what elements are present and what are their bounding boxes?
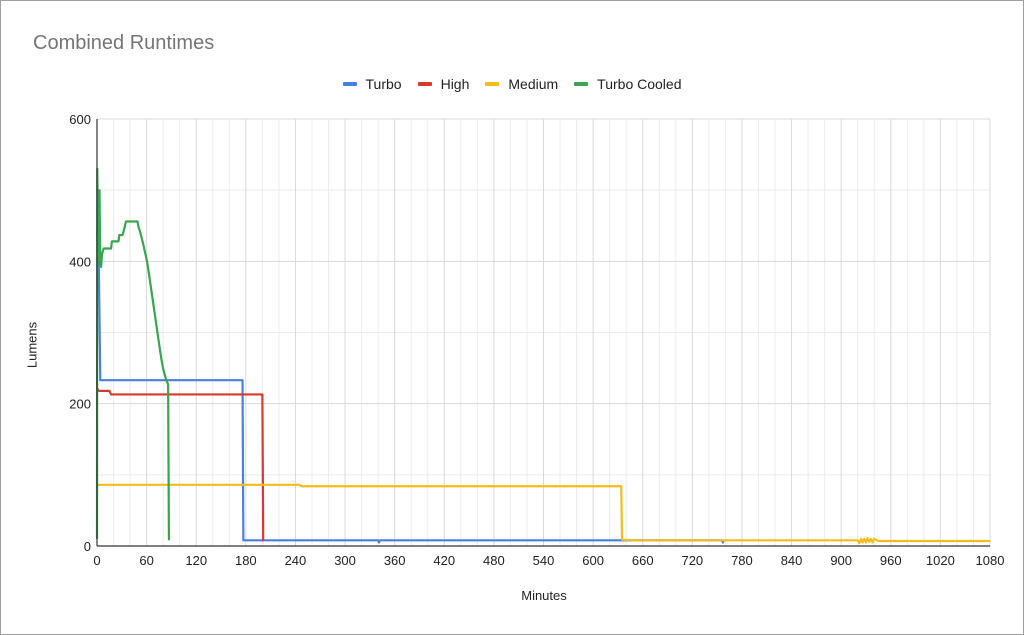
x-tick-label: 0 (93, 553, 100, 568)
x-tick-label: 420 (433, 553, 455, 568)
axes (96, 119, 990, 547)
x-tick-label: 960 (880, 553, 902, 568)
legend-item-high[interactable]: High (417, 76, 470, 92)
major-gridlines (97, 118, 991, 546)
y-tick-label: 0 (84, 539, 91, 554)
x-tick-label: 120 (185, 553, 207, 568)
series-line-medium (97, 483, 990, 545)
legend-swatch-turbo (342, 82, 357, 86)
y-tick-label: 200 (69, 397, 91, 412)
x-tick-label: 180 (235, 553, 257, 568)
tick-labels: 0 60 120 180 240 300 360 420 480 540 600 660 720 780 8… (69, 112, 1004, 568)
series-line-high (96, 387, 265, 542)
x-tick-label: 600 (582, 553, 604, 568)
x-tick-label: 360 (384, 553, 406, 568)
series-lines (95, 167, 990, 545)
x-tick-label: 1020 (926, 553, 955, 568)
legend-item-medium[interactable]: Medium (485, 76, 558, 92)
x-tick-label: 540 (533, 553, 555, 568)
series-line-turbo (95, 232, 725, 544)
x-tick-label: 660 (632, 553, 654, 568)
legend-label-medium: Medium (508, 76, 559, 92)
y-tick-label: 600 (69, 112, 91, 127)
legend-swatch-turbo-cooled (574, 82, 589, 86)
y-tick-label: 400 (69, 254, 91, 269)
x-tick-label: 900 (830, 553, 852, 568)
x-tick-label: 780 (731, 553, 753, 568)
legend-swatch-high (417, 82, 432, 86)
legend-label-high: High (440, 76, 470, 92)
x-tick-label: 240 (285, 553, 307, 568)
x-tick-label: 840 (781, 553, 803, 568)
legend-label-turbo: Turbo (365, 76, 402, 92)
legend-swatch-medium (485, 82, 500, 86)
series-line-turbo-cooled (95, 167, 171, 541)
legend-item-turbo-cooled[interactable]: Turbo Cooled (574, 76, 681, 92)
x-axis-label: Minutes (521, 588, 567, 603)
x-tick-label: 1080 (976, 553, 1005, 568)
x-tick-label: 720 (681, 553, 703, 568)
x-tick-label: 60 (139, 553, 153, 568)
chart-title: Combined Runtimes (33, 32, 215, 54)
x-tick-label: 300 (334, 553, 356, 568)
x-tick-label: 480 (483, 553, 505, 568)
legend-label-turbo-cooled: Turbo Cooled (597, 76, 682, 92)
legend-item-turbo[interactable]: Turbo (342, 76, 402, 92)
chart-legend: Turbo High Medium Turbo Cooled (0, 76, 1024, 92)
minor-gridlines (97, 119, 990, 546)
